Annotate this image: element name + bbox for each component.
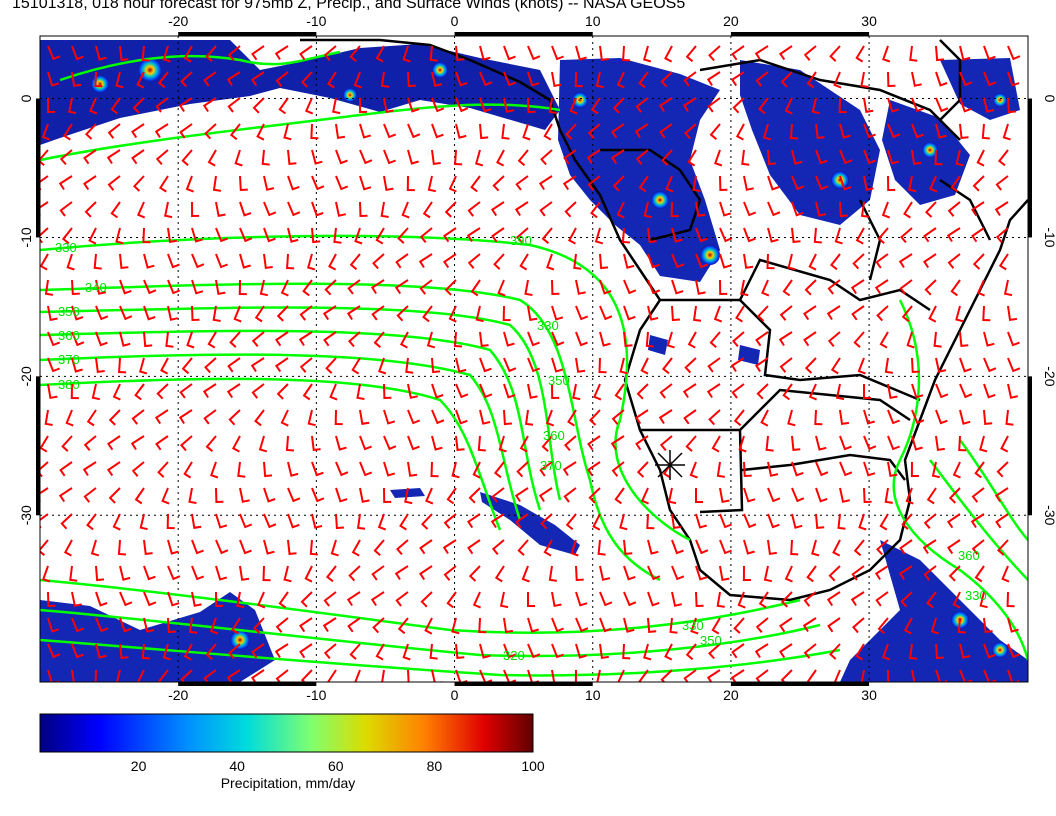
colorbar-tick-label: 40 xyxy=(229,758,245,774)
colorbar-tick-label: 60 xyxy=(328,758,344,774)
wind-barbs xyxy=(40,45,1021,682)
contour-label: 330 xyxy=(537,318,559,333)
frame-bar xyxy=(178,682,317,686)
bottom-lon-tick-label: 20 xyxy=(723,687,739,703)
right-lat-tick-label: -20 xyxy=(1042,366,1056,386)
top-lon-tick-label: 10 xyxy=(585,13,601,29)
colorbar-tick-label: 100 xyxy=(521,758,545,774)
left-lat-tick-label: -30 xyxy=(18,505,34,525)
top-lon-tick-label: 0 xyxy=(451,13,459,29)
map-title: 15101318, 018 hour forecast for 975mb Z,… xyxy=(12,0,686,12)
contour-label: 340 xyxy=(85,280,107,295)
left-lat-tick-label: 0 xyxy=(18,94,34,102)
contour-label: 370 xyxy=(58,352,80,367)
colorbar-tick-label: 80 xyxy=(426,758,443,774)
wind-barb-field xyxy=(40,45,1021,682)
contour-label: 350 xyxy=(548,373,570,388)
top-lon-tick-label: -10 xyxy=(306,13,326,29)
frame-bar xyxy=(1028,98,1032,238)
right-lat-tick-label: -30 xyxy=(1042,505,1056,525)
contour-label: 360 xyxy=(58,328,80,343)
map-frame-ticks xyxy=(36,32,1032,686)
bottom-lon-tick-label: 30 xyxy=(861,687,877,703)
right-lat-tick-label: 0 xyxy=(1042,95,1056,103)
contour-labels: 3303403503603703803903303503603703303503… xyxy=(55,233,987,663)
contour-label: 360 xyxy=(543,428,565,443)
contour-label: 330 xyxy=(682,618,704,633)
bottom-lon-tick-label: 10 xyxy=(585,687,601,703)
precip-colorbar xyxy=(39,713,534,753)
frame-bar xyxy=(36,376,40,516)
axis-tick-labels: -20 -20 -10 -10 0 0 10 10 20 20 30 30 0 0 -10 -10 -20 -20… xyxy=(18,13,1056,703)
left-lat-tick-label: -20 xyxy=(18,366,34,386)
bottom-lon-tick-label: -20 xyxy=(168,687,188,703)
bottom-lon-tick-label: 0 xyxy=(451,687,459,703)
top-lon-tick-label: 20 xyxy=(723,13,739,29)
frame-bar xyxy=(1028,376,1032,516)
contour-label: 320 xyxy=(503,648,525,663)
contour-label: 380 xyxy=(58,377,80,392)
bottom-lon-tick-label: -10 xyxy=(306,687,326,703)
contour-label: 350 xyxy=(58,304,80,319)
top-lon-tick-label: 30 xyxy=(861,13,877,29)
contour-label: 330 xyxy=(965,588,987,603)
frame-bar xyxy=(454,682,593,686)
frame-bar xyxy=(730,682,870,686)
colorbar-label: Precipitation, mm/day xyxy=(220,775,356,791)
frame-bar xyxy=(454,32,593,36)
height-contours xyxy=(40,50,1028,677)
station-marker xyxy=(655,450,685,480)
colorbar-tick-label: 20 xyxy=(130,758,147,774)
frame-bar xyxy=(178,32,317,36)
frame-bar xyxy=(36,98,40,238)
contour-label: 330 xyxy=(55,240,77,255)
contour-label: 370 xyxy=(540,458,562,473)
top-lon-tick-label: -20 xyxy=(168,13,188,29)
frame-bar xyxy=(730,32,870,36)
contour-label: 360 xyxy=(958,548,980,563)
contour-label: 390 xyxy=(510,233,532,248)
contour-label: 350 xyxy=(700,633,722,648)
right-lat-tick-label: -10 xyxy=(1042,227,1056,247)
left-lat-tick-label: -10 xyxy=(18,227,34,247)
